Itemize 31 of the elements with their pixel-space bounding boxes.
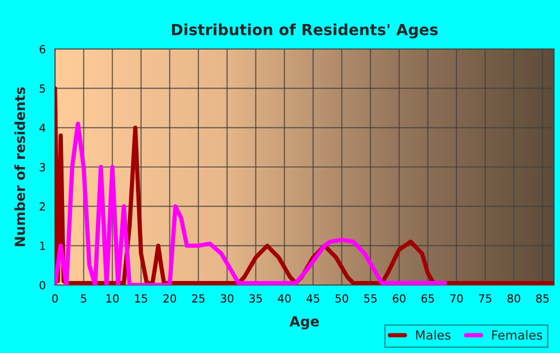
x-tick-label: 70 — [450, 294, 463, 303]
x-tick-label: 55 — [364, 294, 377, 303]
chart-title: Distribution of Residents' Ages — [172, 24, 438, 38]
x-tick-label: 0 — [52, 294, 58, 303]
x-tick-label: 50 — [336, 294, 348, 303]
y-axis-title: Number of residents — [14, 87, 26, 246]
x-tick-label: 85 — [536, 294, 549, 303]
legend-label: Females — [492, 330, 542, 340]
x-tick-label: 40 — [278, 294, 291, 303]
x-tick-label: 20 — [163, 294, 176, 303]
y-tick-label: 4 — [39, 124, 46, 132]
x-tick-label: 35 — [250, 294, 262, 303]
legend-label: Males — [416, 330, 450, 340]
x-tick-label: 10 — [106, 294, 119, 303]
x-tick-label: 25 — [192, 294, 204, 303]
y-tick-label: 6 — [40, 44, 46, 54]
y-tick-label: 5 — [40, 84, 45, 93]
x-tick-label: 75 — [479, 294, 492, 303]
x-tick-label: 30 — [220, 294, 234, 303]
y-tick-label: 3 — [40, 162, 46, 172]
line-series — [55, 122, 448, 285]
y-tick-label: 2 — [40, 202, 45, 211]
x-tick-label: 15 — [135, 294, 148, 303]
x-tick-label: 80 — [508, 294, 520, 303]
x-axis-title: Age — [290, 316, 319, 330]
y-tick-label: 0 — [40, 280, 46, 290]
x-tick-label: 65 — [422, 294, 434, 303]
x-tick-label: 5 — [81, 294, 86, 303]
x-tick-label: 60 — [392, 294, 406, 303]
x-tick-label: 45 — [306, 294, 320, 303]
y-tick-label: 1 — [40, 242, 45, 250]
